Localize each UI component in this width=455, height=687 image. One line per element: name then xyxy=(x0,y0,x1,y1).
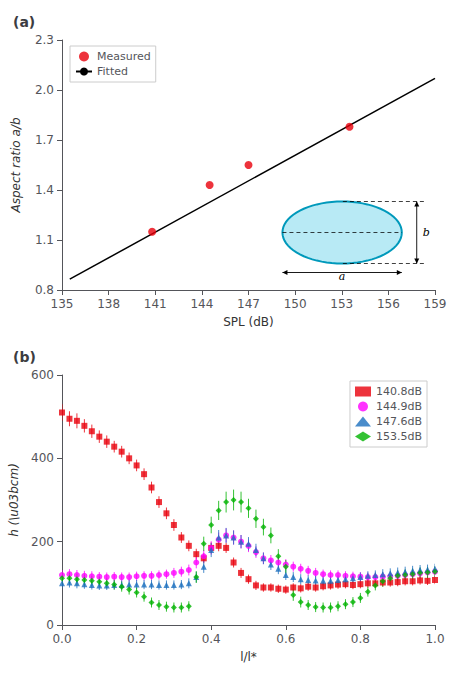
svg-text:a: a xyxy=(339,270,346,283)
svg-text:600: 600 xyxy=(31,368,54,382)
svg-text:h (\u03bcm): h (\u03bcm) xyxy=(7,463,21,537)
svg-text:Measured: Measured xyxy=(97,50,151,63)
svg-text:1.0: 1.0 xyxy=(425,632,444,646)
svg-text:Fitted: Fitted xyxy=(97,65,128,78)
svg-text:150: 150 xyxy=(284,297,307,311)
svg-text:0.8: 0.8 xyxy=(35,283,54,297)
svg-text:144: 144 xyxy=(190,297,213,311)
svg-text:200: 200 xyxy=(31,535,54,549)
svg-text:0.8: 0.8 xyxy=(351,632,370,646)
svg-text:0.4: 0.4 xyxy=(202,632,221,646)
svg-text:(a): (a) xyxy=(13,14,35,30)
svg-text:156: 156 xyxy=(377,297,400,311)
svg-text:147: 147 xyxy=(237,297,260,311)
svg-text:0.6: 0.6 xyxy=(276,632,295,646)
svg-text:2.0: 2.0 xyxy=(35,83,54,97)
svg-text:SPL (dB): SPL (dB) xyxy=(223,315,274,329)
svg-text:Aspect ratio a/b: Aspect ratio a/b xyxy=(9,117,23,213)
svg-text:2.3: 2.3 xyxy=(35,33,54,47)
svg-text:140.8dB: 140.8dB xyxy=(376,385,422,398)
svg-text:l/l*: l/l* xyxy=(240,650,257,664)
svg-text:1.1: 1.1 xyxy=(35,233,54,247)
svg-text:153: 153 xyxy=(330,297,353,311)
svg-text:159: 159 xyxy=(424,297,447,311)
svg-text:144.9dB: 144.9dB xyxy=(376,400,422,413)
svg-text:1.4: 1.4 xyxy=(35,183,54,197)
svg-text:1.7: 1.7 xyxy=(35,133,54,147)
svg-text:0: 0 xyxy=(46,618,54,632)
svg-text:0.0: 0.0 xyxy=(52,632,71,646)
svg-text:135: 135 xyxy=(51,297,74,311)
svg-text:153.5dB: 153.5dB xyxy=(376,430,422,443)
svg-text:b: b xyxy=(423,226,430,239)
svg-text:138: 138 xyxy=(97,297,120,311)
svg-text:147.6dB: 147.6dB xyxy=(376,415,422,428)
svg-text:(b): (b) xyxy=(13,349,36,365)
svg-text:0.2: 0.2 xyxy=(127,632,146,646)
svg-text:141: 141 xyxy=(144,297,167,311)
svg-text:400: 400 xyxy=(31,451,54,465)
